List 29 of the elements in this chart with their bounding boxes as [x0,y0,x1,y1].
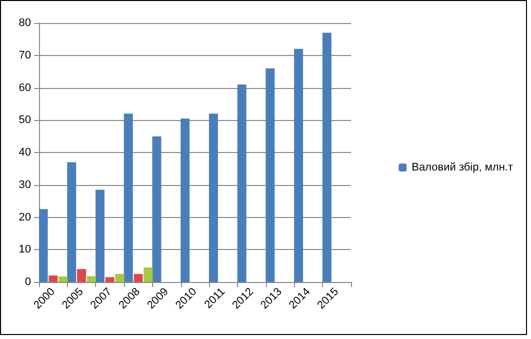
y-tick-label: 80 [18,17,31,29]
y-tick-label: 20 [18,211,31,224]
y-tick-label: 40 [18,146,31,158]
bar [322,32,332,282]
y-tick-label: 10 [18,244,31,256]
bar [180,118,190,282]
bar [134,274,143,282]
y-tick-label: 50 [18,114,31,126]
bar [144,267,153,282]
bar [86,276,96,282]
bar [48,276,58,282]
bar [67,162,76,282]
bar [124,114,133,282]
bar [39,209,48,282]
y-tick-label: 30 [18,178,31,191]
bar [58,276,68,282]
bar [96,190,105,282]
y-tick-label: 60 [18,82,31,94]
bar [77,269,86,282]
bar [105,277,114,282]
bar [294,48,304,282]
legend-label: Валовий збір, млн.т [412,162,514,174]
bar [266,68,275,282]
y-tick-label: 0 [24,276,31,288]
y-tick-label: 70 [18,49,31,62]
bar [115,274,124,282]
bar [237,84,246,282]
bar [208,114,218,282]
bar [152,136,162,282]
